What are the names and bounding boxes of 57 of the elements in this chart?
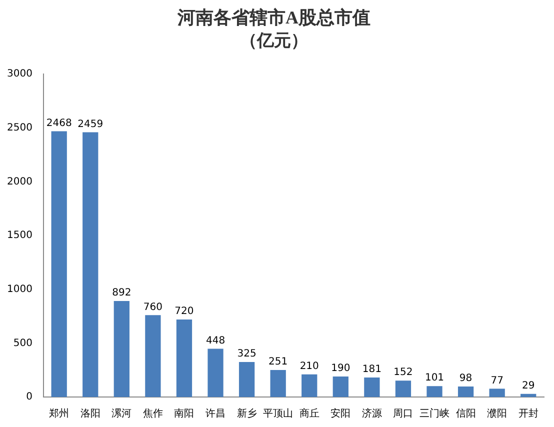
data-label: 448 xyxy=(206,335,226,346)
data-label: 101 xyxy=(424,372,444,384)
data-label: 2459 xyxy=(78,118,104,130)
bar xyxy=(82,132,98,397)
x-tick-label: 南阳 xyxy=(174,408,194,420)
x-tick-label: 焦作 xyxy=(142,408,163,420)
chart-title: 河南各省辖市A股总市值 xyxy=(176,7,370,28)
y-tick-label: 2000 xyxy=(6,176,32,188)
x-tick-label: 济源 xyxy=(362,408,382,420)
data-label: 181 xyxy=(362,364,382,376)
data-label: 325 xyxy=(237,348,256,360)
x-tick-label: 周口 xyxy=(393,408,414,420)
data-label: 892 xyxy=(112,288,132,299)
data-label: 190 xyxy=(331,363,350,374)
x-tick-label: 信阳 xyxy=(456,408,476,420)
bar xyxy=(458,386,474,397)
y-tick-label: 0 xyxy=(26,392,32,403)
data-label: 29 xyxy=(522,380,535,392)
x-tick-label: 濮阳 xyxy=(487,408,508,420)
data-label: 760 xyxy=(143,302,162,313)
y-tick-label: 2500 xyxy=(6,122,32,134)
x-tick-label: 平顶山 xyxy=(263,408,294,420)
bar xyxy=(114,300,130,397)
y-tick-label: 1500 xyxy=(6,230,32,242)
bar xyxy=(520,394,536,397)
x-tick-label: 漯河 xyxy=(112,408,132,420)
bar xyxy=(364,378,380,397)
bar xyxy=(208,348,224,397)
bar xyxy=(489,388,505,397)
y-tick-label: 1000 xyxy=(6,284,32,295)
y-tick-label: 3000 xyxy=(6,68,32,80)
x-tick-label: 郑州 xyxy=(49,408,70,420)
bar xyxy=(51,131,67,397)
y-tick-label: 500 xyxy=(13,338,32,349)
bar xyxy=(145,315,161,397)
bar xyxy=(332,376,348,397)
x-tick-label: 商丘 xyxy=(299,408,320,420)
x-tick-label: 开封 xyxy=(518,408,538,420)
x-tick-label: 许昌 xyxy=(206,408,226,420)
data-label: 210 xyxy=(300,360,319,372)
bar xyxy=(176,319,192,397)
data-label: 720 xyxy=(174,306,194,318)
data-label: 98 xyxy=(459,373,472,384)
data-label: 251 xyxy=(268,356,288,368)
chart-subtitle: （亿元） xyxy=(240,31,308,50)
bar xyxy=(426,386,442,397)
data-label: 152 xyxy=(394,367,413,378)
bar xyxy=(302,374,318,397)
data-label: 77 xyxy=(490,375,504,386)
x-tick-label: 新乡 xyxy=(236,408,257,420)
data-label: 2468 xyxy=(46,118,72,129)
x-tick-label: 洛阳 xyxy=(80,408,100,420)
bar xyxy=(238,362,255,397)
x-tick-label: 三门峡 xyxy=(420,408,450,420)
bar xyxy=(395,380,412,397)
bar xyxy=(270,370,286,397)
x-tick-label: 安阳 xyxy=(330,408,351,420)
